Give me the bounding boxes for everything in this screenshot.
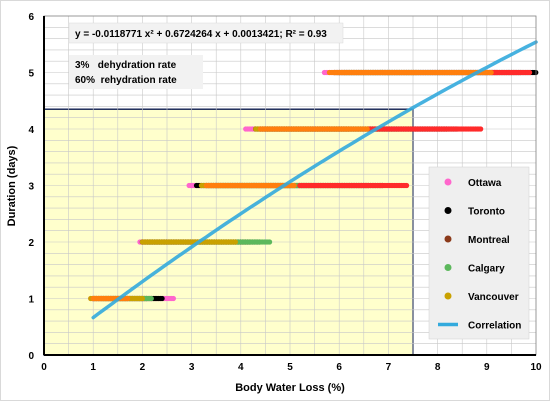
y-tick-label: 5 bbox=[28, 69, 34, 80]
vancouver-point bbox=[232, 239, 238, 245]
legend: Ottawa Toronto Montreal Calgary Vancouver Cor… bbox=[428, 166, 530, 340]
y-axis-title: Duration (days) bbox=[6, 145, 18, 226]
shaded-region-layer bbox=[43, 108, 414, 356]
overlay-point bbox=[291, 182, 297, 189]
x-tick-label: 4 bbox=[238, 362, 244, 373]
y-tick-label: 0 bbox=[28, 351, 34, 362]
notes-box: 3% dehydration rate 60% rehydration rate bbox=[69, 55, 203, 89]
series-layer bbox=[88, 69, 539, 302]
x-tick-label: 1 bbox=[90, 362, 96, 373]
x-tick-label: 5 bbox=[287, 362, 293, 373]
legend-marker-calgary bbox=[444, 264, 452, 271]
calgary-point bbox=[148, 295, 154, 302]
legend-label-calgary: Calgary bbox=[468, 264, 505, 275]
y-tick-label: 6 bbox=[28, 12, 34, 23]
y-tick-label: 3 bbox=[28, 182, 34, 193]
toronto-point bbox=[159, 295, 165, 302]
equation-box: y = -0.0118771 x² + 0.6724264 x + 0.0013… bbox=[68, 22, 344, 44]
dehydration-rate-note: 3% dehydration rate bbox=[75, 60, 177, 71]
x-tick-label: 3 bbox=[189, 362, 195, 373]
legend-marker-toronto bbox=[444, 207, 452, 214]
correlation-layer bbox=[91, 40, 538, 320]
overlay-point bbox=[125, 295, 131, 302]
x-tick-label: 2 bbox=[140, 362, 146, 373]
overlay-point bbox=[488, 69, 494, 76]
x-tick-label: 7 bbox=[386, 362, 392, 373]
legend-marker-montreal bbox=[444, 235, 452, 243]
legend-box bbox=[428, 166, 530, 340]
rehydration-rate-note: 60% rehydration rate bbox=[75, 75, 177, 86]
overlay-point bbox=[478, 126, 484, 132]
legend-label-toronto: Toronto bbox=[468, 207, 505, 218]
legend-marker-ottawa bbox=[444, 178, 452, 186]
legend-marker-vancouver bbox=[444, 292, 452, 300]
x-tick-label: 10 bbox=[530, 362, 542, 373]
equation-label: y = -0.0118771 x² + 0.6724264 x + 0.0013… bbox=[75, 29, 327, 40]
x-tick-label: 9 bbox=[484, 362, 490, 373]
overlay-point bbox=[404, 182, 410, 189]
legend-label-montreal: Montreal bbox=[468, 235, 510, 246]
axis-layer: 0 1 2 3 4 5 6 7 8 9 10 0 1 2 3 4 5 6 bbox=[28, 12, 542, 373]
legend-label-vancouver: Vancouver bbox=[468, 292, 519, 303]
legend-label-correlation: Correlation bbox=[468, 321, 521, 332]
legend-label-ottawa: Ottawa bbox=[468, 178, 502, 189]
y-tick-label: 4 bbox=[28, 125, 34, 136]
calgary-point bbox=[267, 239, 273, 245]
y-tick-label: 2 bbox=[28, 238, 34, 249]
ottawa-point bbox=[170, 295, 176, 302]
x-tick-label: 8 bbox=[435, 362, 441, 373]
shaded-region bbox=[43, 108, 414, 356]
overlay-point bbox=[364, 126, 370, 132]
correlation-line bbox=[91, 40, 538, 320]
x-tick-label: 6 bbox=[336, 362, 342, 373]
x-tick-label: 0 bbox=[41, 362, 47, 373]
vancouver-point bbox=[139, 295, 145, 302]
x-axis-title: Body Water Loss (%) bbox=[235, 382, 345, 394]
overlay-point bbox=[527, 69, 533, 76]
y-tick-label: 1 bbox=[28, 295, 34, 306]
